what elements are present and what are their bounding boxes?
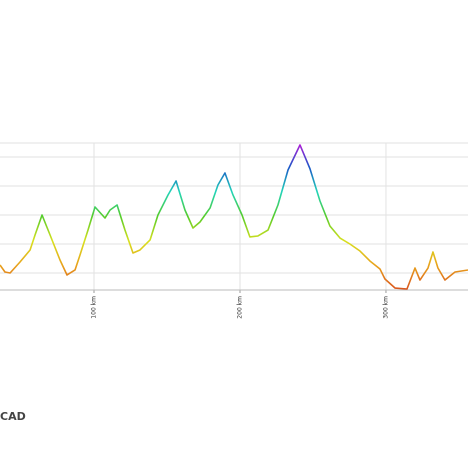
watermark: CAD xyxy=(0,410,26,423)
x-tick-label: 300 km xyxy=(382,296,389,319)
elevation-line xyxy=(0,144,468,290)
x-tick-label: 200 km xyxy=(236,296,243,319)
x-tick-label: 100 km xyxy=(91,296,98,319)
